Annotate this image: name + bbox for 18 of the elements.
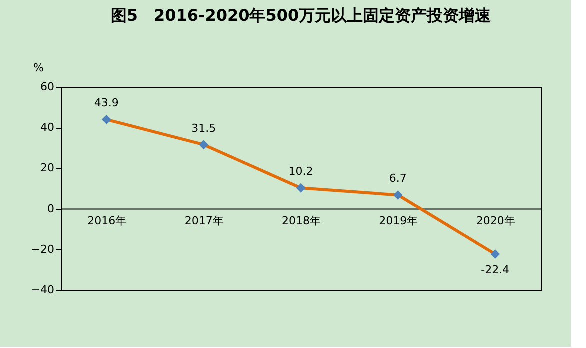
y-tick-label: 40 [40, 121, 54, 134]
x-tick-label: 2019年 [379, 214, 418, 228]
y-axis-title: % [34, 62, 44, 74]
data-label: 43.9 [94, 96, 119, 110]
data-label: 31.5 [192, 122, 216, 135]
x-tick-label: 2017年 [184, 214, 224, 228]
y-tick-label: 60 [40, 80, 54, 94]
y-tick-label: −20 [31, 242, 54, 256]
x-tick-label: 2020年 [476, 214, 516, 228]
y-tick-label: 20 [40, 162, 54, 175]
x-tick-label: 2018年 [282, 214, 321, 228]
data-label: 10.2 [288, 165, 314, 178]
y-tick-label: 0 [48, 202, 54, 216]
x-tick-label: 2016年 [88, 214, 127, 228]
chart-title: 图5 2016-2020年500万元以上固定资产投资增速 [110, 6, 492, 25]
data-label: 6.7 [389, 172, 407, 186]
y-tick-label: −40 [31, 284, 54, 296]
data-label: -22.4 [481, 263, 510, 276]
